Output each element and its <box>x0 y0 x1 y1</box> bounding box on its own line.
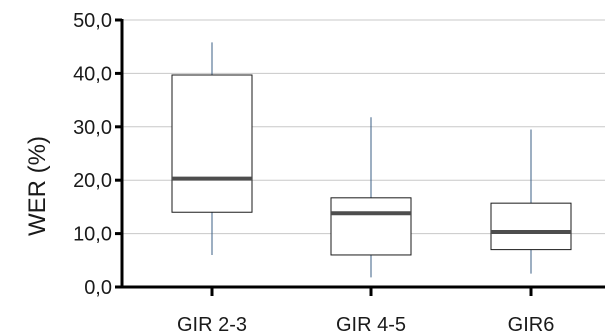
y-tick-label: 20,0 <box>73 170 112 192</box>
x-tick-label: GIR 2-3 <box>177 314 247 335</box>
box <box>490 202 572 251</box>
y-tick-label: 50,0 <box>73 10 112 32</box>
y-axis-title: WER (%) <box>24 136 51 236</box>
y-tick-label: 0,0 <box>84 277 112 299</box>
median-lines <box>172 176 571 234</box>
axes <box>115 18 605 296</box>
x-tick-labels: GIR 2-3 GIR 4-5 GIR6 <box>177 314 554 335</box>
x-tick-label: GIR 4-5 <box>336 314 406 335</box>
boxes <box>171 74 572 256</box>
y-tick-label: 10,0 <box>73 224 112 246</box>
y-tick-label: 30,0 <box>73 117 112 139</box>
y-tick-labels: 0,0 10,0 20,0 30,0 40,0 50,0 <box>73 10 112 299</box>
box <box>330 197 412 256</box>
whiskers <box>211 42 532 278</box>
box <box>171 74 253 213</box>
x-tick-label: GIR6 <box>508 314 555 335</box>
y-tick-label: 40,0 <box>73 63 112 85</box>
